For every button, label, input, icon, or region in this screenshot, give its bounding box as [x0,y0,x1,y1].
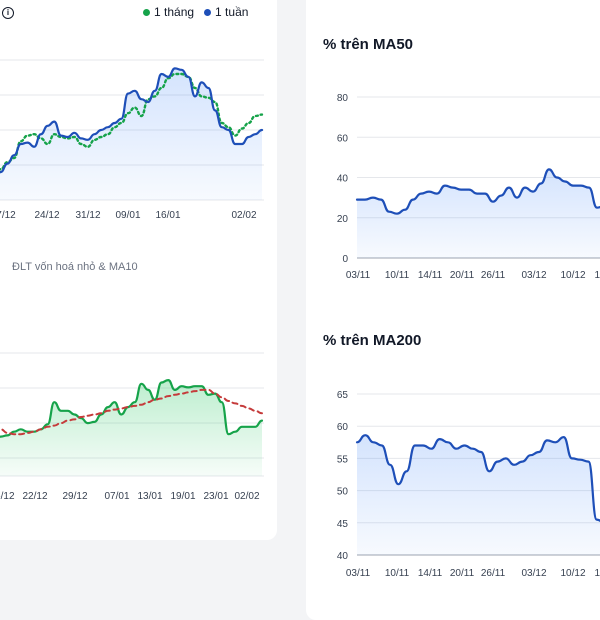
y-tick-label: 40 [337,174,349,185]
series-area-bottom-left [0,380,262,476]
x-tick-label: 31/12 [75,210,100,221]
y-tick-label: 60 [337,422,349,433]
x-tick-label: 10/11 [385,568,410,579]
y-tick-label: 40 [337,551,349,562]
legend-dot-green [143,8,150,16]
y-tick-label: 80 [337,93,349,104]
x-tick-label: 14/11 [418,270,443,281]
x-tick-label: 26/11 [481,568,506,579]
chart-title-ma50: % trên MA50 [323,36,414,53]
x-tick-label: 19/01 [170,491,195,502]
legend-label-1-thang: 1 tháng [154,5,195,19]
series-area-ma50 [357,169,600,258]
series-area-ma200 [357,435,600,555]
x-tick-label: 13/01 [137,491,162,502]
x-tick-label: 29/12 [62,491,87,502]
x-tick-label: 10/12 [560,270,585,281]
chart-title-ma200: % trên MA200 [323,332,422,349]
x-tick-label: 03/12 [521,270,546,281]
legend-label-1-tuan: 1 tuần [215,5,249,19]
x-tick-label: 07/01 [104,491,129,502]
series-line-bottom-left-1 [0,388,263,436]
x-tick-label: 14/11 [418,568,443,579]
x-tick-label: 02/02 [234,491,259,502]
x-tick-label: 22/12 [22,491,47,502]
x-tick-label: 16/01 [155,210,180,221]
series-line-ma200-0 [355,434,600,522]
y-tick-label: 60 [337,133,349,144]
x-tick-label: 03/11 [346,270,371,281]
y-tick-label: 20 [337,214,349,225]
y-tick-label: 55 [337,454,349,465]
x-tick-label: 03/11 [346,568,371,579]
y-tick-label: 65 [337,390,349,401]
legend-item-1-tuan[interactable]: 1 tuần [204,5,248,19]
chart-subtitle-small-cap: ĐLT vốn hoá nhỏ & MA10 [12,261,138,273]
x-tick-label: 10/12 [560,568,585,579]
series-line-top-left-1 [0,67,264,174]
x-tick-label: 16 [594,568,600,579]
x-tick-label: 20/11 [450,270,475,281]
x-tick-label: 03/12 [521,568,546,579]
y-tick-label: 45 [337,519,349,530]
x-tick-label: 02/02 [231,210,256,221]
x-tick-label: 09/01 [115,210,140,221]
charts-canvas: 7/12 24/12 31/12 09/01 16/01 02/02 15/12 22/12 2… [0,59,600,579]
x-tick-label: 16 [594,270,600,281]
x-tick-label: 24/12 [34,210,59,221]
x-tick-label: 7/12 [0,210,16,221]
series-area-top-left [0,68,262,200]
series-line-ma50-0 [355,168,600,215]
x-tick-label: 23/01 [203,491,228,502]
y-tick-label: 0 [342,254,348,265]
x-tick-label: 26/11 [481,270,506,281]
y-tick-label: 50 [337,487,349,498]
info-icon[interactable]: i [2,7,14,19]
legend-item-1-thang[interactable]: 1 tháng [143,5,194,19]
x-tick-label: 20/11 [450,568,475,579]
x-tick-label: 10/11 [385,270,410,281]
x-tick-label: 15/12 [0,491,15,502]
legend-dot-blue [204,8,212,16]
legend-top: 1 tháng 1 tuần [143,5,248,19]
